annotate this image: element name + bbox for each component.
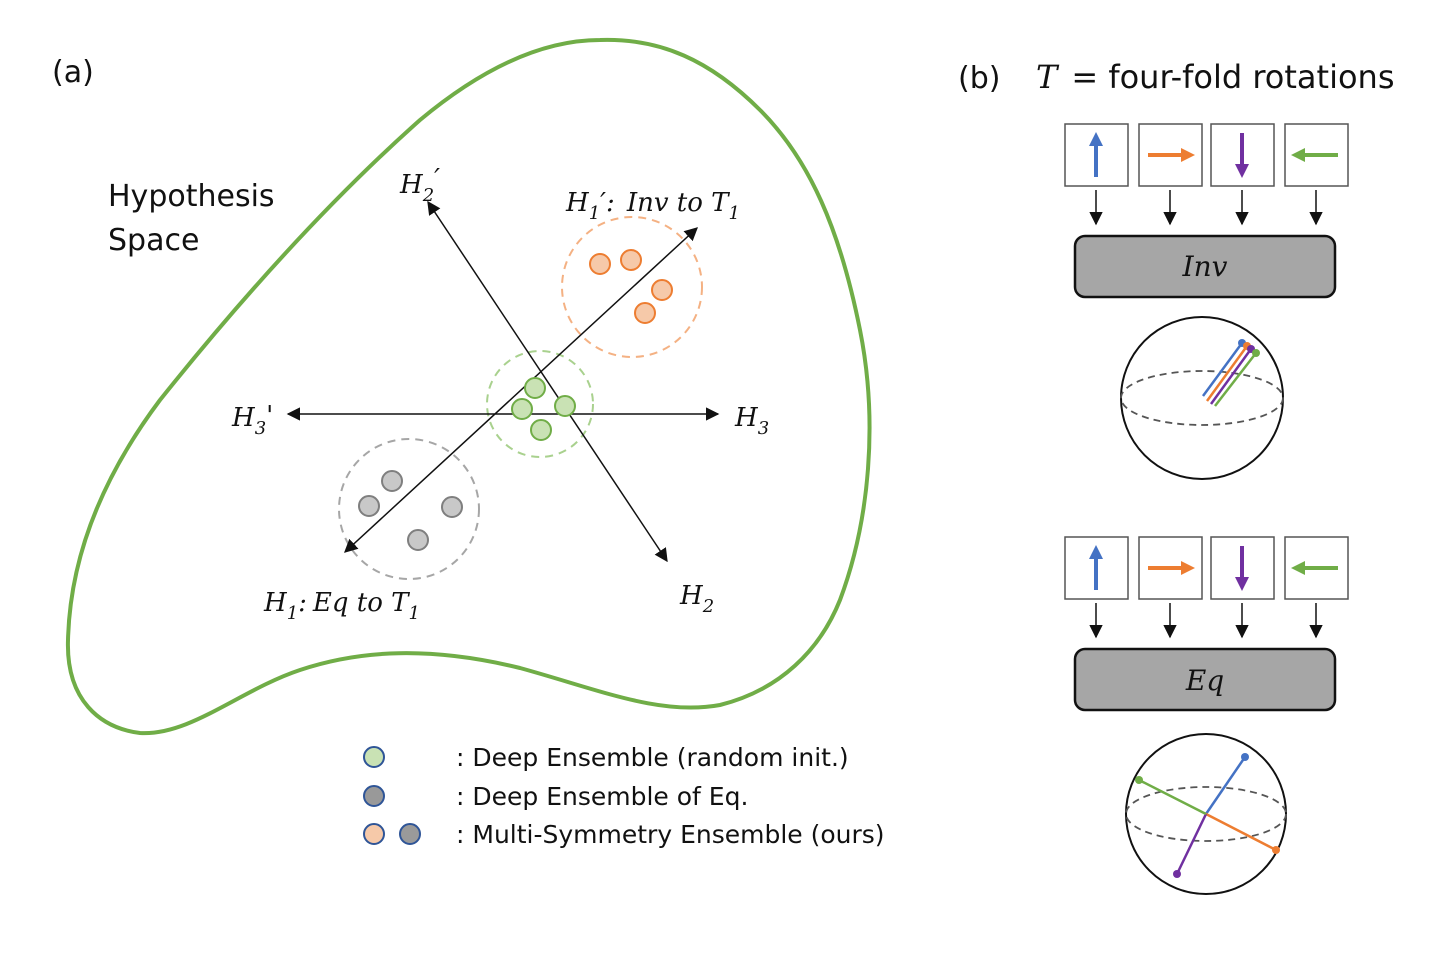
arrow-left-icon-head [1291, 148, 1305, 162]
legend-entry-3: : Multi-Symmetry Ensemble (ours) [456, 820, 885, 849]
inv-input-boxes [1064, 123, 1349, 187]
inv-sphere [1120, 316, 1284, 480]
eq-vector-purple [1175, 813, 1208, 875]
legend-swatch-gray-2 [399, 823, 421, 845]
arrow-right-icon-head [1181, 561, 1195, 575]
inv-model-box [1073, 234, 1337, 299]
inv-vector-green [1214, 352, 1257, 407]
legend-swatch-orange [363, 823, 385, 845]
axis-label-h3-prime: H3' [231, 401, 273, 439]
axis-h2 [427, 200, 668, 563]
inv-vector-blue [1201, 342, 1244, 397]
axis-label-h3: H3 [734, 403, 769, 439]
arrow-up-icon-head [1089, 545, 1103, 559]
axis-label-h2: H2 [679, 581, 714, 617]
legend-swatch-green [363, 746, 385, 768]
eq-model-label: Eq [1185, 664, 1224, 697]
panel-b-label: (b) [958, 61, 1000, 96]
orange-dot [651, 279, 673, 301]
legend-entry-2: : Deep Ensemble of Eq. [456, 782, 748, 811]
gray-dot [358, 495, 380, 517]
orange-dot [589, 253, 611, 275]
eq-vector-green [1138, 778, 1207, 816]
eq-vector-orange [1205, 812, 1277, 852]
axis-label-h1-prime: H1′: Inv to T1 [565, 188, 740, 224]
arrow-down-icon-head [1235, 577, 1249, 591]
eq-input-boxes [1064, 536, 1349, 600]
orange-dot [620, 249, 642, 271]
eq-input-connectors [1089, 603, 1323, 639]
green-dot [511, 398, 533, 420]
axis-label-h1: H1: Eq to T1 [263, 588, 420, 624]
legend-entry-1: : Deep Ensemble (random init.) [456, 743, 849, 772]
green-dot [530, 419, 552, 441]
arrow-up-icon-head [1089, 132, 1103, 146]
eq-vector-blue [1204, 756, 1247, 815]
axis-h1 [344, 227, 698, 553]
gray-dot [407, 529, 429, 551]
arrow-left-icon-head [1291, 561, 1305, 575]
eq-sphere [1125, 733, 1287, 895]
orange-dot [634, 302, 656, 324]
eq-model-box [1073, 647, 1337, 712]
panel-a-label: (a) [52, 55, 94, 90]
green-dot [524, 377, 546, 399]
legend: : Deep Ensemble (random init.) : Deep En… [363, 743, 885, 849]
gray-dot [381, 470, 403, 492]
hypothesis-space-title-2: Space [108, 223, 199, 258]
green-cluster-boundary [486, 350, 594, 458]
orange-dots [589, 249, 673, 324]
legend-swatch-gray [363, 785, 385, 807]
green-dots [511, 377, 576, 441]
inv-vector-orange [1205, 345, 1249, 402]
arrow-down-icon-head [1235, 164, 1249, 178]
axis-label-h2-prime: H2′ [399, 164, 440, 206]
panel-b-title: T = four-fold rotations [1036, 58, 1394, 96]
inv-model-label: Inv [1182, 250, 1228, 283]
inv-input-connectors [1089, 190, 1323, 226]
inv-vector-purple [1209, 348, 1253, 405]
hypothesis-space-title: Hypothesis [108, 179, 275, 214]
gray-dots [358, 470, 463, 551]
hypothesis-space-outline [65, 37, 872, 736]
arrow-right-icon-head [1181, 148, 1195, 162]
green-dot [554, 395, 576, 417]
gray-dot [441, 496, 463, 518]
